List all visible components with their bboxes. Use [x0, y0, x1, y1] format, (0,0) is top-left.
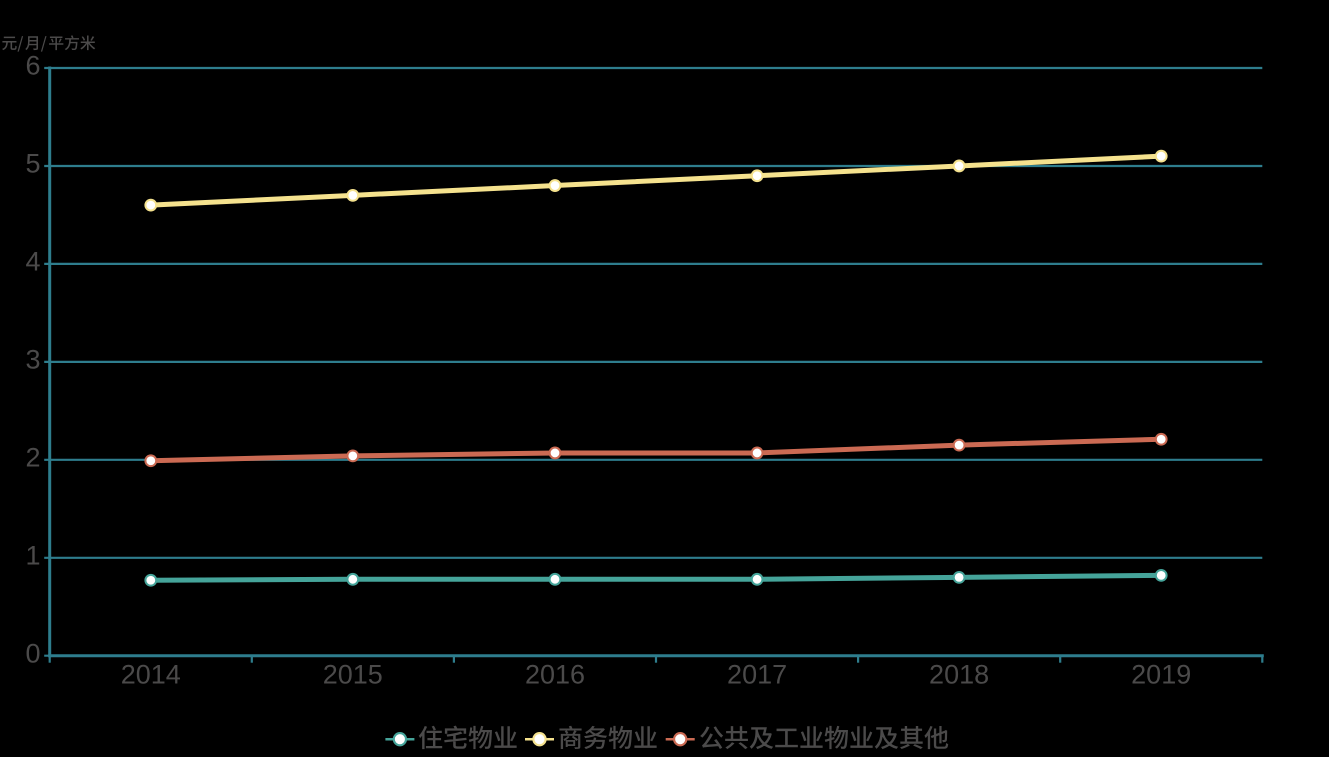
svg-text:2015: 2015	[323, 660, 383, 690]
svg-text:2016: 2016	[525, 660, 585, 690]
svg-text:2: 2	[25, 443, 40, 473]
svg-text:4: 4	[25, 247, 40, 277]
svg-text:0: 0	[25, 638, 40, 668]
svg-text:2018: 2018	[929, 660, 989, 690]
svg-text:2014: 2014	[121, 660, 181, 690]
svg-text:2017: 2017	[727, 660, 787, 690]
svg-text:2019: 2019	[1131, 660, 1191, 690]
svg-text:3: 3	[25, 345, 40, 375]
svg-text:1: 1	[25, 541, 40, 571]
svg-text:5: 5	[25, 149, 40, 179]
svg-text:6: 6	[25, 51, 40, 81]
